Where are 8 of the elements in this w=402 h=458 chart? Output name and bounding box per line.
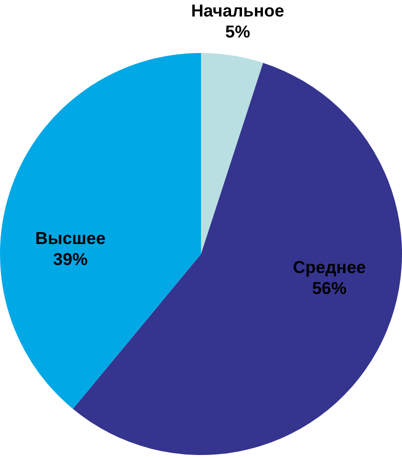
data-label: 5%: [225, 22, 250, 42]
slice-label: Высшее: [35, 228, 106, 248]
data-label: 56%: [312, 278, 347, 298]
pie-slice: [0, 53, 201, 409]
slice-label: Среднее: [292, 256, 366, 277]
slice-label: Начальное: [191, 0, 284, 21]
data-label: 39%: [53, 249, 88, 270]
pie-slice: [201, 53, 264, 254]
